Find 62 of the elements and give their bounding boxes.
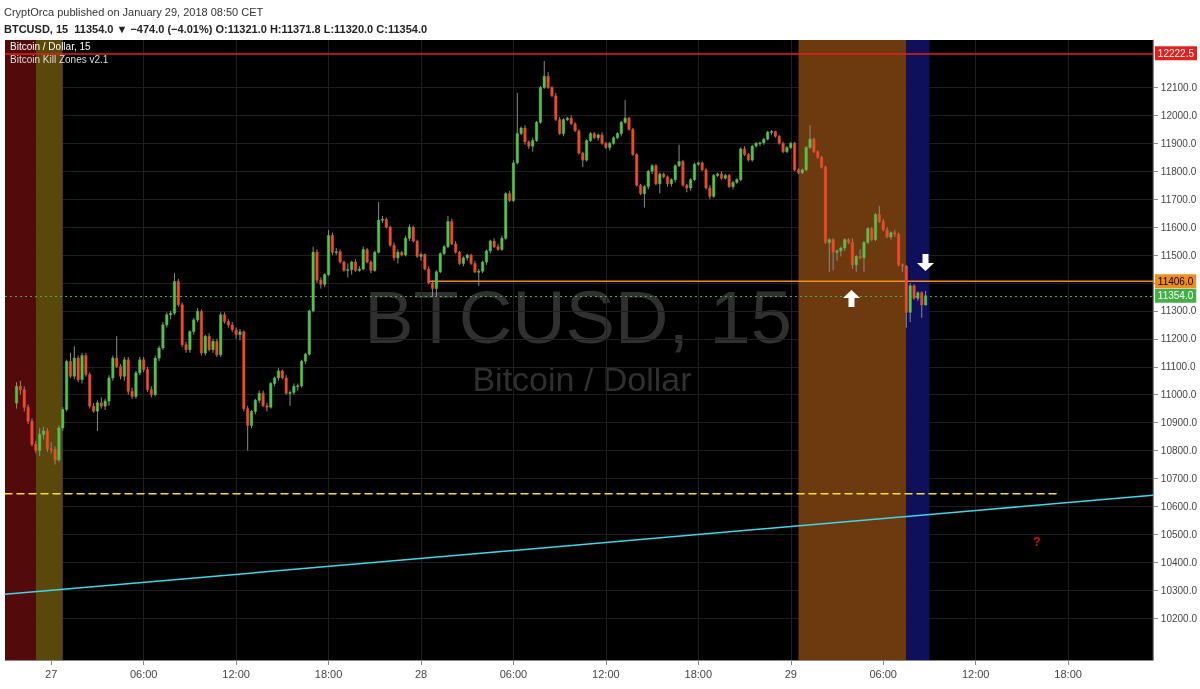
- candlestick: [562, 117, 565, 137]
- candlestick: [207, 332, 211, 352]
- candlestick: [215, 338, 219, 358]
- y-tick-label: 11500.0: [1160, 249, 1197, 261]
- x-tick-label: 28: [414, 667, 428, 680]
- y-tick-label: 10500.0: [1160, 528, 1198, 540]
- y-tick-label: 11000.0: [1160, 389, 1197, 401]
- x-tick-label: 29: [784, 667, 797, 680]
- candlestick: [96, 399, 99, 432]
- y-tick-label: 11700.0: [1160, 193, 1197, 205]
- ref-line-label: 11354.0: [1157, 290, 1194, 302]
- y-tick-label: 11600.0: [1160, 221, 1197, 233]
- chart-subtitle: CryptOrca published on January 29, 2018 08:50 CET: [4, 5, 264, 18]
- text: BTCUSD, 15 11354.0 ▼ −474.0 (−4.01%) O:11321.0 H:11371.8 L:11320.0 C:11354.0: [4, 22, 428, 35]
- candlestick: [269, 381, 273, 410]
- y-tick-label: 10300.0: [1160, 584, 1198, 596]
- candlestick: [758, 141, 762, 147]
- candlestick: [72, 345, 76, 380]
- x-tick-label: 27: [45, 667, 58, 680]
- x-tick-label: 06:00: [129, 667, 158, 680]
- candlestick: [69, 352, 72, 379]
- candlestick: [15, 381, 18, 410]
- y-tick-label: 10900.0: [1160, 417, 1198, 429]
- candlestick: [53, 445, 57, 465]
- y-tick-label: 10600.0: [1160, 500, 1198, 512]
- x-tick-label: 12:00: [961, 667, 990, 680]
- y-tick-label: 10800.0: [1160, 445, 1198, 457]
- y-tick-label: 11200.0: [1160, 333, 1197, 345]
- candlestick: [858, 248, 862, 260]
- candlestick: [831, 237, 835, 271]
- candlestick: [835, 248, 839, 262]
- y-tick-label: 12100.0: [1160, 81, 1198, 93]
- candlestick: [523, 124, 527, 146]
- candlestick: [396, 248, 400, 264]
- y-tick-label: 10700.0: [1160, 472, 1198, 484]
- candlestick: [419, 251, 423, 262]
- y-tick-label: 10200.0: [1160, 612, 1198, 624]
- ref-line-label: 12222.5: [1157, 47, 1195, 59]
- x-tick-label: 18:00: [684, 667, 713, 680]
- chart-title: Bitcoin / Dollar, 15: [10, 40, 92, 52]
- y-tick-label: 10400.0: [1160, 556, 1198, 568]
- y-tick-label: 11100.0: [1160, 361, 1196, 373]
- x-tick-label: 06:00: [869, 667, 897, 680]
- candlestick: [827, 237, 831, 273]
- candlestick: [238, 328, 242, 341]
- x-tick-label: 18:00: [314, 667, 343, 680]
- y-tick-label: 12000.0: [1160, 109, 1198, 121]
- annotation: ?: [1033, 535, 1041, 549]
- y-tick-label: 11900.0: [1160, 137, 1197, 149]
- data-label: 11406.0: [1157, 275, 1194, 287]
- x-tick-label: 12:00: [222, 667, 250, 680]
- y-tick-label: 11800.0: [1160, 165, 1197, 177]
- x-tick-label: 12:00: [592, 667, 620, 680]
- x-tick-label: 18:00: [1054, 667, 1082, 680]
- candlestick: [203, 334, 207, 357]
- candlestick: [654, 163, 658, 186]
- x-tick-label: 06:00: [499, 667, 528, 680]
- candlestick: [712, 173, 716, 199]
- y-tick-label: 11300.0: [1160, 305, 1197, 317]
- annotation: Bitcoin Kill Zones v2.1: [10, 53, 109, 65]
- candlestick: [330, 232, 334, 256]
- candlestick: [920, 290, 924, 319]
